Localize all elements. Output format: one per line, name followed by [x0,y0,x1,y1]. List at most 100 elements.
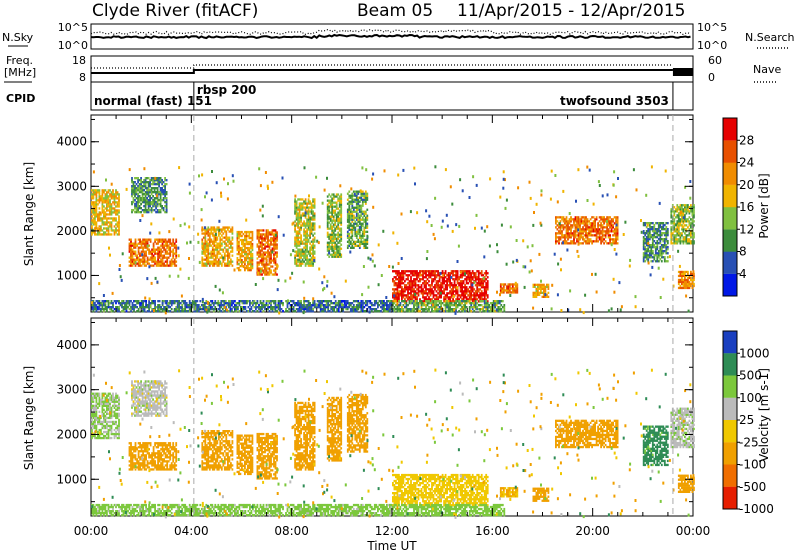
power-echo-cell [363,232,366,235]
power-echo-cell [143,242,146,245]
power-echo-cell [265,265,268,268]
power-echo-cell [91,197,93,200]
power-echo-cell [258,261,260,264]
power-echo-cell [145,250,147,253]
power-echo-cell [556,220,559,223]
power-echo-cell [684,276,686,280]
power-echo-cell [334,205,337,208]
power-echo-cell [459,282,462,285]
power-echo-cell [169,262,172,265]
power-echo-cell [229,306,232,309]
power-echo-cell [306,202,308,205]
power-echo-cell [657,256,660,259]
power-echo-cell [331,255,334,258]
power-echo-cell [556,236,559,239]
power-echo-cell [152,246,155,249]
power-echo-cell [146,203,148,206]
power-echo-cell [276,253,278,256]
power-echo-cell [153,197,156,200]
power-echo-cell [334,247,337,250]
power-echo-cell [440,288,442,291]
power-echo-cell [329,205,332,208]
power-echo-cell [434,274,436,277]
power-echo-cell [435,296,438,299]
power-echo-cell [138,187,141,190]
power-echo-cell [662,226,665,229]
power-echo-cell [559,228,562,231]
power-echo-cell [363,228,366,231]
power-echo-cell [219,240,222,243]
power-echo-cell [679,236,682,239]
power-echo-cell [144,201,147,204]
power-echo-cell [360,208,363,211]
power-echo-cell [306,258,308,261]
power-echo-cell [131,302,134,305]
power-echo-cell [396,270,399,273]
power-echo-cell [358,210,361,213]
power-echo-cell [471,278,474,281]
power-echo-cell [465,290,468,293]
power-echo-cell [145,240,147,243]
power-echo-cell [146,177,148,180]
power-echo-cell [346,198,349,201]
power-echo-cell [447,278,450,281]
power-echo-cell [217,258,220,261]
power-echo-cell [558,240,560,243]
power-echo-cell [134,252,137,255]
power-echo-cell [346,244,349,247]
power-echo-cell [304,230,307,233]
power-echo-cell [133,252,135,255]
power-echo-cell [109,213,111,216]
power-echo-cell [230,262,232,265]
power-echo-cell [326,205,329,208]
power-echo-cell [502,291,505,294]
power-echo-cell [255,304,257,307]
power-echo-cell [565,218,568,221]
power-echo-cell [118,308,120,311]
power-echo-cell [158,310,161,313]
power-echo-cell [337,241,340,244]
power-echo-cell [348,238,351,241]
power-echo-cell [101,221,104,224]
power-echo-cell [248,240,251,244]
power-echo-cell [107,191,110,194]
power-echo-cell [682,212,685,215]
power-echo-cell [307,300,310,303]
power-echo-cell [134,203,136,206]
power-echo-cell [294,238,296,241]
power-echo-cell [213,250,216,253]
power-echo-cell [346,210,349,213]
power-echo-cell [94,233,96,236]
power-echo-cell [113,209,116,212]
power-echo-cell [202,232,205,235]
power-echo-cell [616,230,619,233]
power-echo-cell [159,179,162,182]
power-echo-cell [300,238,302,241]
power-echo-cell [301,248,304,251]
power-echo-cell [216,250,219,253]
power-echo-cell [242,248,245,252]
power-echo-cell [130,248,132,251]
power-echo-cell [134,258,137,261]
power-echo-cell [357,208,360,211]
power-echo-cell [230,228,232,231]
power-echo-cell [137,199,139,202]
power-echo-cell [217,264,220,267]
power-echo-cell [271,233,274,236]
power-echo-cell [227,252,229,255]
power-echo-cell [268,247,271,250]
power-echo-cell [328,249,331,252]
power-echo-cell [271,310,274,313]
power-echo-cell [440,276,442,279]
power-echo-cell [352,224,355,227]
power-echo-cell [349,224,352,227]
power-echo-cell [306,256,308,259]
power-echo-cell [326,199,329,202]
power-echo-cell [163,246,165,249]
power-echo-cell [358,206,361,209]
power-echo-cell [294,242,296,245]
power-echo-cell [143,308,146,311]
power-echo-cell [144,193,147,196]
power-echo-cell [95,213,98,216]
power-echo-cell [407,292,409,295]
